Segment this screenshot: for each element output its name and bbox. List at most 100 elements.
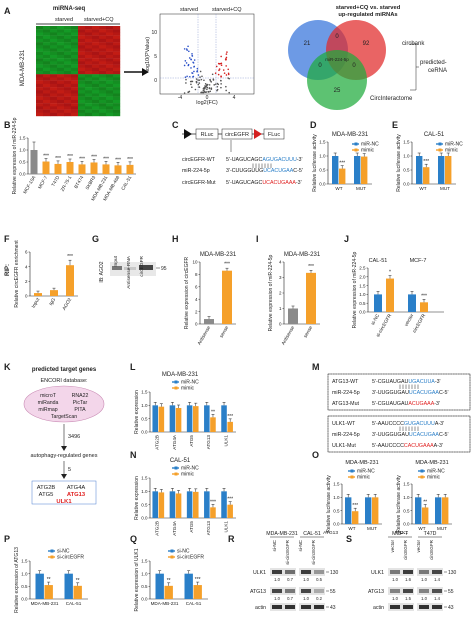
y-tick-label: 1.0 — [21, 571, 28, 576]
legend-marker — [354, 142, 358, 146]
y-tick-label: 1.5 — [319, 140, 326, 145]
heatmap-cell — [64, 96, 72, 101]
significance-stars: *** — [352, 503, 358, 509]
heatmap-cell — [99, 90, 107, 94]
heatmap-cell — [78, 80, 86, 85]
y-tick-label: 1.0 — [141, 489, 148, 494]
heatmap-cell — [92, 42, 100, 46]
protein-label: ULK1 — [253, 570, 266, 576]
heatmap-cell — [99, 26, 107, 30]
bar — [64, 573, 73, 599]
heatmap-cell — [43, 93, 51, 97]
panel-letter-k: K — [4, 362, 11, 372]
heatmap-cell — [92, 87, 100, 91]
volcano-point — [184, 60, 187, 62]
significance-stars: ** — [211, 409, 215, 415]
heatmap-cell — [99, 48, 107, 52]
y-tick-label: 1.0 — [141, 403, 148, 408]
predicted-label: ceRNA — [428, 68, 447, 74]
heatmap-cell — [92, 90, 100, 94]
x-tick-label: MUT — [437, 526, 447, 531]
heatmap-cell — [113, 67, 121, 72]
volcano-point — [185, 82, 187, 84]
y-tick-label: 0.0 — [403, 182, 410, 187]
blot-band — [285, 589, 295, 593]
venn-count: 92 — [363, 41, 370, 47]
tool-name: miRmap — [38, 407, 57, 413]
heatmap-cell — [64, 77, 72, 81]
heatmap-cell — [36, 96, 44, 101]
volcano-point — [225, 53, 228, 55]
x-tick-label: ULK1 — [223, 435, 228, 447]
bar — [345, 497, 352, 524]
count-label: 5 — [68, 467, 71, 473]
volcano-point — [212, 78, 215, 80]
blot-band — [390, 605, 400, 609]
seq-text: 5'-CGUAUGAUACUGAAA-3' — [372, 401, 440, 407]
heatmap-cell — [50, 99, 58, 104]
y-tick-label: 0.0 — [141, 597, 148, 602]
y-tick-label: 0 — [279, 322, 282, 327]
quantification: 1.0 — [274, 577, 280, 582]
x-tick-label: ATG4A — [172, 434, 177, 450]
heatmap-cell — [85, 93, 93, 97]
marker-label: 43 — [448, 605, 454, 611]
bar — [221, 405, 227, 432]
bar — [90, 162, 98, 174]
seq-text: 5'-AAUCCCCCACUGAAAA-3' — [372, 443, 443, 449]
heatmap-cell — [113, 29, 121, 33]
x-tick-label: ATG2B — [155, 521, 160, 536]
blot-s-membrane — [388, 568, 414, 576]
bar — [186, 405, 193, 432]
heatmap-cell — [78, 32, 86, 36]
heatmap-cell — [71, 103, 79, 107]
legend-marker — [174, 466, 178, 470]
heatmap-cell — [43, 74, 51, 78]
bar — [169, 405, 176, 432]
blot-band — [314, 570, 324, 574]
heatmap-cell — [106, 90, 114, 94]
lane-label: si-circEGFR — [285, 539, 290, 564]
volcano-group-label: starved+CQ — [212, 7, 242, 13]
blot-band — [272, 605, 282, 609]
heatmap-cell — [43, 67, 51, 72]
y-tick-label: 0.0 — [403, 522, 410, 527]
blot-band — [272, 570, 282, 574]
heatmap-cell — [36, 48, 44, 52]
heatmap-cell — [57, 90, 65, 94]
bar — [352, 511, 359, 524]
heatmap-cell — [71, 80, 79, 85]
lane-label: vector — [390, 540, 395, 553]
gene-name: ATG5 — [39, 492, 54, 498]
volcano-point — [204, 83, 207, 85]
heatmap-cell — [106, 112, 114, 117]
significance-stars: *** — [67, 254, 73, 260]
legend-marker — [174, 472, 178, 476]
bar — [158, 406, 165, 432]
heatmap-cell — [113, 64, 121, 68]
y-tick-label: 2 — [195, 309, 198, 314]
volcano-point — [222, 69, 225, 71]
lane-label: si-NC — [272, 539, 277, 551]
heatmap-cell — [85, 48, 93, 52]
heatmap-cell — [85, 64, 93, 68]
heatmap-cell — [92, 51, 100, 56]
blot-band — [403, 570, 413, 574]
heatmap-cell — [85, 109, 93, 113]
heatmap-cell — [36, 71, 44, 75]
heatmap-cell — [99, 77, 107, 81]
blot-band — [112, 266, 122, 270]
heatmap-cell — [50, 38, 58, 43]
significance-stars: ** — [167, 578, 171, 584]
heatmap-cell — [113, 48, 121, 52]
y-axis-label: Relative luciferase activity — [396, 134, 402, 192]
legend-marker — [174, 380, 178, 384]
heatmap-cell — [50, 96, 58, 101]
volcano-point — [199, 70, 202, 73]
volcano-point — [201, 91, 204, 94]
heatmap-cell — [71, 61, 79, 65]
heatmap-cell — [92, 96, 100, 101]
volcano-point — [225, 65, 227, 67]
heatmap-cell — [71, 38, 79, 43]
heatmap-cell — [71, 29, 79, 33]
